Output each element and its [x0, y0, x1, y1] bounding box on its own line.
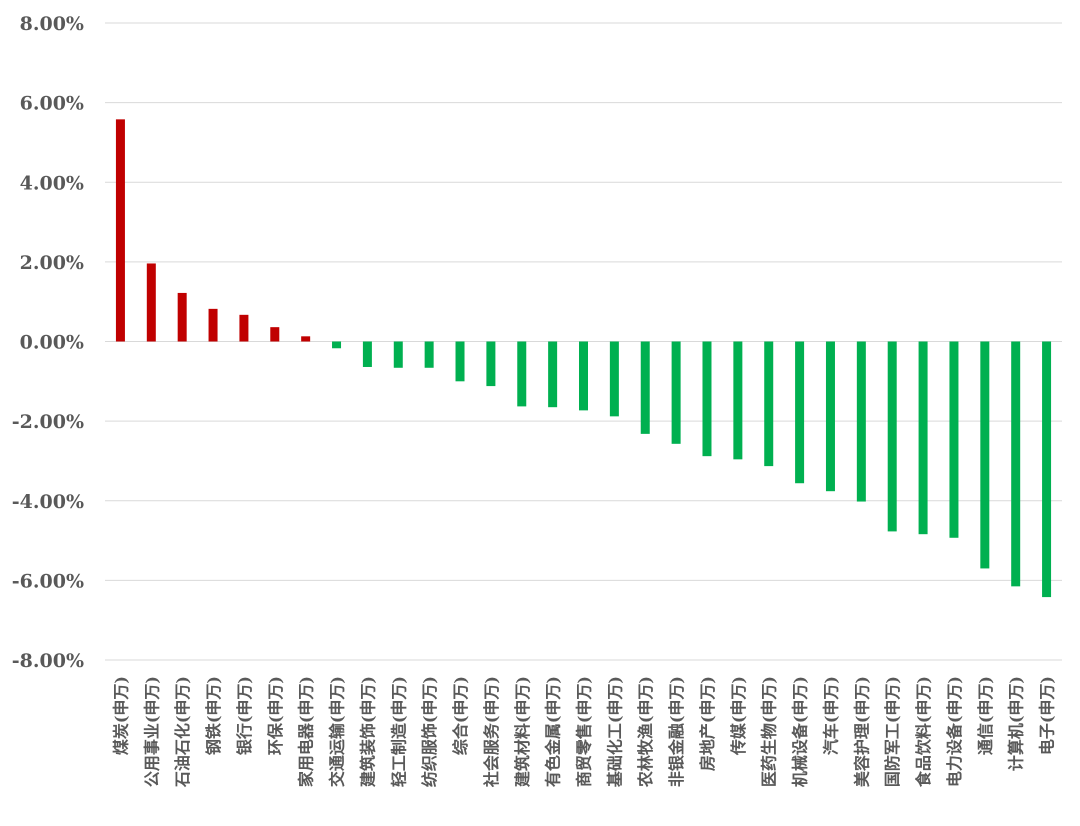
bar: [486, 341, 496, 387]
x-tick-label: 建筑装饰(申万): [358, 676, 377, 787]
x-tick-label: 交通运输(申万): [328, 676, 347, 787]
x-tick-label: 轻工制造(申万): [389, 676, 408, 787]
y-tick-label: 0.00%: [20, 332, 84, 354]
bar: [609, 341, 619, 417]
bar: [795, 341, 805, 484]
x-tick-label: 基础化工(申万): [605, 676, 624, 788]
x-tick-label: 石油石化(申万): [173, 676, 192, 788]
x-tick-label: 建筑材料(申万): [513, 676, 532, 787]
x-tick-label: 纺织服饰(申万): [420, 676, 439, 787]
y-tick-label: 2.00%: [20, 252, 84, 274]
bar: [1042, 341, 1052, 598]
x-tick-label: 煤炭(申万): [111, 676, 130, 755]
x-tick-label: 钢铁(申万): [204, 676, 223, 755]
bar: [115, 119, 125, 342]
bars: [115, 119, 1052, 598]
y-tick-label: -4.00%: [12, 491, 84, 513]
bar: [733, 341, 743, 460]
y-tick-label: -2.00%: [12, 411, 84, 433]
bar: [270, 327, 280, 342]
bar: [208, 308, 218, 342]
bar: [764, 341, 774, 467]
bar: [424, 341, 434, 368]
x-tick-label: 商贸零售(申万): [575, 676, 594, 787]
bar: [146, 263, 156, 342]
y-axis-tick-labels: 8.00% 6.00% 4.00% 2.00% 0.00% -2.00% -4.00% -6.…: [12, 13, 84, 672]
x-tick-label: 非银金融(申万): [667, 676, 686, 787]
x-tick-label: 医药生物(申万): [760, 676, 779, 787]
y-tick-label: 8.00%: [20, 13, 84, 35]
bar: [301, 336, 311, 342]
x-tick-label: 传媒(申万): [729, 676, 748, 756]
x-tick-label: 公用事业(申万): [142, 676, 161, 787]
y-tick-label: -6.00%: [12, 570, 84, 592]
x-tick-label: 银行(申万): [235, 676, 254, 755]
bar: [455, 341, 465, 382]
bar: [177, 292, 187, 342]
bar: [918, 341, 928, 535]
bar: [702, 341, 712, 457]
x-tick-label: 房地产(申万): [698, 676, 717, 771]
x-tick-label: 电力设备(申万): [945, 676, 964, 787]
x-axis-tick-labels: 煤炭(申万) 公用事业(申万) 石油石化(申万) 钢铁(申万) 银行(申万) 环保(申万)…: [111, 676, 1056, 788]
bar: [887, 341, 897, 532]
x-tick-label: 社会服务(申万): [482, 676, 501, 788]
bar: [1011, 341, 1021, 587]
x-tick-label: 美容护理(申万): [852, 676, 871, 787]
bar: [579, 341, 588, 411]
bar: [640, 341, 650, 434]
x-tick-label: 国防军工(申万): [883, 676, 902, 787]
x-tick-label: 农林牧渔(申万): [636, 676, 655, 788]
bar: [362, 341, 372, 367]
bar: [239, 314, 249, 342]
x-tick-label: 食品饮料(申万): [914, 676, 933, 788]
bar: [548, 341, 558, 408]
bar: [671, 341, 681, 444]
y-tick-label: -8.00%: [12, 650, 84, 672]
bar: [949, 341, 959, 538]
x-tick-label: 家用电器(申万): [297, 676, 316, 787]
x-tick-label: 综合(申万): [451, 676, 470, 755]
x-tick-label: 汽车(申万): [821, 676, 840, 755]
bar: [393, 341, 403, 368]
x-tick-label: 机械设备(申万): [791, 676, 810, 787]
bar: [517, 341, 527, 407]
bar: [856, 341, 866, 502]
bar: [332, 341, 342, 349]
x-tick-label: 环保(申万): [266, 676, 285, 755]
y-tick-label: 4.00%: [20, 172, 84, 194]
x-tick-label: 电子(申万): [1038, 676, 1057, 755]
bar: [980, 341, 990, 569]
bar: [825, 341, 835, 492]
x-tick-label: 计算机(申万): [1007, 676, 1026, 771]
x-tick-label: 通信(申万): [976, 676, 995, 755]
x-tick-label: 有色金属(申万): [544, 676, 563, 787]
y-tick-label: 6.00%: [20, 93, 84, 115]
